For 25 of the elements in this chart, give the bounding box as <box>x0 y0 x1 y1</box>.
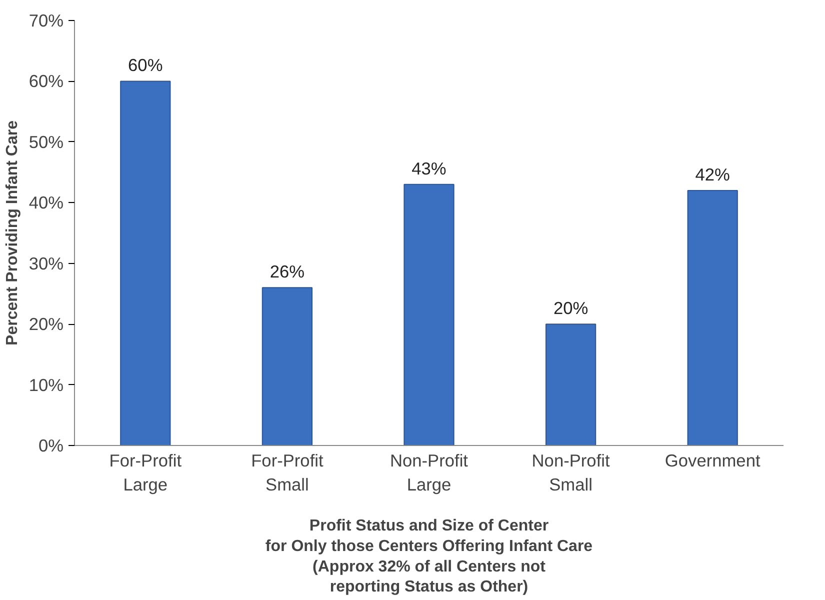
bar <box>262 287 313 446</box>
y-tick-label: 20% <box>28 314 64 334</box>
y-tick-label: 50% <box>28 132 64 152</box>
y-tick-label: 60% <box>28 71 64 92</box>
bar <box>687 190 738 446</box>
x-tick-label: Government <box>664 450 760 470</box>
y-tick-label: 30% <box>28 253 64 274</box>
x-tick-label: Non-Profit Large <box>390 450 468 494</box>
y-tick-label: 40% <box>28 192 64 213</box>
y-tick-label: 10% <box>28 374 64 395</box>
data-label: 20% <box>553 298 588 318</box>
x-axis-title: Profit Status and Size of Center for Only those Centers Offering Infant Care (Approx 32% of all Centers not reporting Status as Other) <box>265 518 593 596</box>
data-label: 43% <box>412 158 446 178</box>
bar <box>545 324 596 446</box>
bar <box>120 80 171 446</box>
data-label: 26% <box>270 262 305 282</box>
data-label: 42% <box>695 164 730 184</box>
bar <box>404 184 454 446</box>
x-tick-label: For-Profit Small <box>251 450 324 494</box>
data-label: 60% <box>128 55 163 76</box>
y-axis-title: Percent Providing Infant Care <box>4 120 21 346</box>
x-tick-label: Non-Profit Small <box>532 450 610 494</box>
y-tick-label: 0% <box>38 436 64 456</box>
x-tick-label: For-Profit Large <box>109 450 182 494</box>
y-tick-label: 70% <box>28 10 64 30</box>
